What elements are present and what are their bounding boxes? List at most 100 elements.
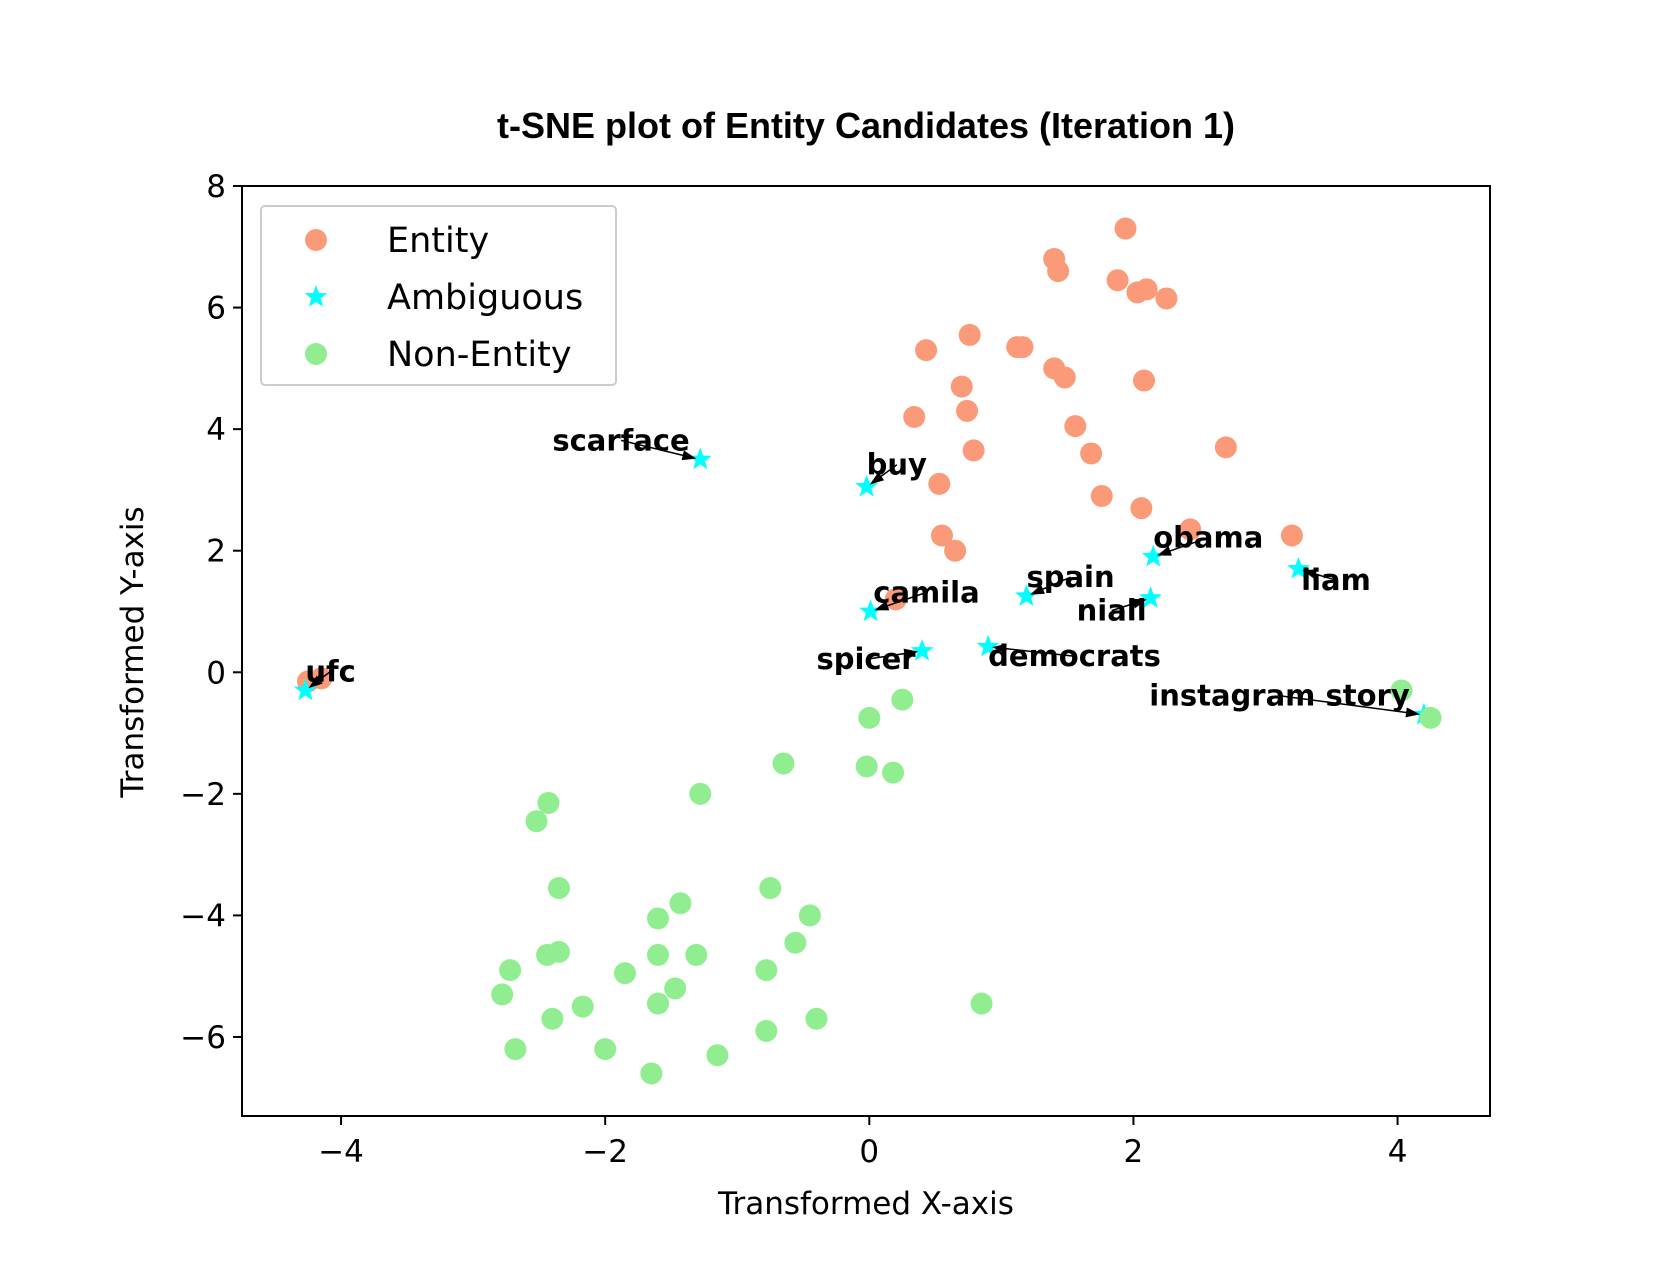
y-tick-label: −4 bbox=[180, 898, 226, 934]
non-entity-point bbox=[647, 907, 669, 930]
non-entity-point bbox=[491, 983, 514, 1006]
non-entity-point bbox=[547, 940, 570, 963]
non-entity-point bbox=[571, 995, 594, 1018]
legend-items: Entity Ambiguous Non-Entity bbox=[304, 221, 583, 375]
annotation: ufc bbox=[305, 654, 355, 688]
x-axis-label: Transformed X-axis bbox=[717, 1186, 1014, 1222]
ambiguous-star-point bbox=[910, 639, 934, 661]
annotation: spain bbox=[1026, 560, 1115, 595]
series-non-entity bbox=[491, 679, 1442, 1085]
ambiguous-star-point bbox=[1287, 556, 1310, 579]
entity-point bbox=[1280, 524, 1303, 547]
annotation-arrow-line bbox=[1279, 694, 1411, 714]
annotation-arrow-line bbox=[1001, 647, 1075, 657]
annotation: democrats bbox=[988, 639, 1161, 673]
x-axis-ticks: −4 −2 0 2 4 bbox=[318, 1116, 1407, 1170]
non-entity-point bbox=[541, 1007, 564, 1030]
entity-point bbox=[1090, 485, 1113, 507]
non-entity-point bbox=[547, 877, 570, 900]
y-axis-label: Transformed Y-axis bbox=[115, 506, 151, 798]
x-tick-label: 0 bbox=[859, 1134, 879, 1170]
annotation-arrow-line bbox=[1039, 576, 1071, 592]
non-entity-point bbox=[882, 761, 905, 784]
annotation: scarface bbox=[552, 423, 697, 461]
annotation-arrow-head bbox=[1302, 569, 1318, 579]
non-entity-point bbox=[685, 943, 708, 966]
non-entity-point bbox=[647, 943, 669, 966]
entity-point bbox=[903, 405, 926, 428]
non-entity-point bbox=[613, 962, 636, 985]
annotation-arrow-head bbox=[1157, 546, 1172, 556]
entity-point bbox=[1130, 497, 1153, 520]
annotation-arrow-line bbox=[620, 439, 687, 457]
legend: Entity Ambiguous Non-Entity bbox=[260, 205, 617, 386]
plot-area bbox=[293, 217, 1442, 1085]
annotation-arrow-line bbox=[866, 652, 909, 660]
non-entity-point bbox=[858, 706, 881, 729]
entity-point bbox=[962, 439, 985, 462]
entity-point bbox=[1064, 415, 1087, 438]
non-entity-point bbox=[504, 1038, 527, 1061]
entity-point bbox=[1080, 442, 1103, 465]
ambiguous-star-point bbox=[1141, 544, 1165, 567]
non-entity-point bbox=[755, 959, 778, 982]
entity-point bbox=[956, 399, 979, 422]
axes-frame bbox=[241, 185, 1491, 1117]
non-entity-point bbox=[970, 992, 993, 1015]
legend-marker bbox=[305, 229, 327, 251]
annotation-arrow-head bbox=[681, 450, 697, 461]
y-tick-label: 2 bbox=[206, 534, 226, 570]
annotation-arrow-head bbox=[1030, 584, 1045, 595]
non-entity-point bbox=[664, 977, 687, 1000]
legend-frame bbox=[260, 205, 617, 386]
entity-point bbox=[950, 375, 973, 398]
entity-point bbox=[915, 339, 938, 362]
annotation: obama bbox=[1153, 521, 1263, 556]
non-entity-point bbox=[855, 755, 878, 778]
annotation: liam bbox=[1301, 563, 1371, 597]
annotation: buy bbox=[867, 448, 927, 485]
annotation-arrow-head bbox=[1405, 707, 1421, 718]
entity-point bbox=[1114, 217, 1137, 240]
x-tick-label: −4 bbox=[318, 1134, 364, 1170]
annotation: camila bbox=[873, 575, 980, 611]
ambiguous-star-point bbox=[293, 678, 317, 701]
ambiguous-star-point bbox=[688, 447, 712, 470]
entity-point bbox=[1106, 269, 1129, 292]
entity-point bbox=[958, 323, 981, 346]
annotation-arrow-line bbox=[1111, 601, 1138, 612]
entity-point bbox=[1053, 366, 1076, 389]
non-entity-point bbox=[1390, 679, 1413, 702]
entity-point bbox=[1011, 336, 1034, 359]
entity-point bbox=[1155, 287, 1178, 310]
y-tick-label: 0 bbox=[206, 655, 226, 691]
x-tick-label: 2 bbox=[1124, 1134, 1144, 1170]
ambiguous-star-point bbox=[1015, 584, 1038, 606]
entity-point bbox=[1179, 518, 1202, 541]
y-axis-ticks: −6 −4 −2 0 2 4 6 8 bbox=[180, 169, 242, 1056]
annotation-arrow-head bbox=[903, 648, 919, 659]
non-entity-point bbox=[594, 1038, 617, 1061]
x-tick-label: −2 bbox=[582, 1134, 628, 1170]
annotation-arrow-head bbox=[992, 643, 1007, 654]
entity-point bbox=[1214, 436, 1237, 459]
non-entity-point bbox=[640, 1062, 663, 1085]
non-entity-point bbox=[537, 791, 560, 814]
annotation: spicer bbox=[816, 642, 919, 676]
non-entity-point bbox=[669, 892, 692, 915]
y-tick-label: 6 bbox=[206, 291, 226, 327]
non-entity-point bbox=[891, 688, 914, 711]
entity-point bbox=[930, 524, 953, 547]
annotation: niall bbox=[1077, 594, 1147, 628]
entity-point bbox=[944, 539, 967, 562]
annotation-arrow-line bbox=[883, 591, 927, 608]
non-entity-point bbox=[759, 877, 782, 900]
non-entity-point bbox=[689, 782, 712, 805]
annotation-arrow-head bbox=[874, 600, 890, 611]
entity-point bbox=[928, 472, 951, 495]
legend-marker bbox=[304, 285, 328, 307]
ambiguous-star-point bbox=[859, 599, 883, 622]
